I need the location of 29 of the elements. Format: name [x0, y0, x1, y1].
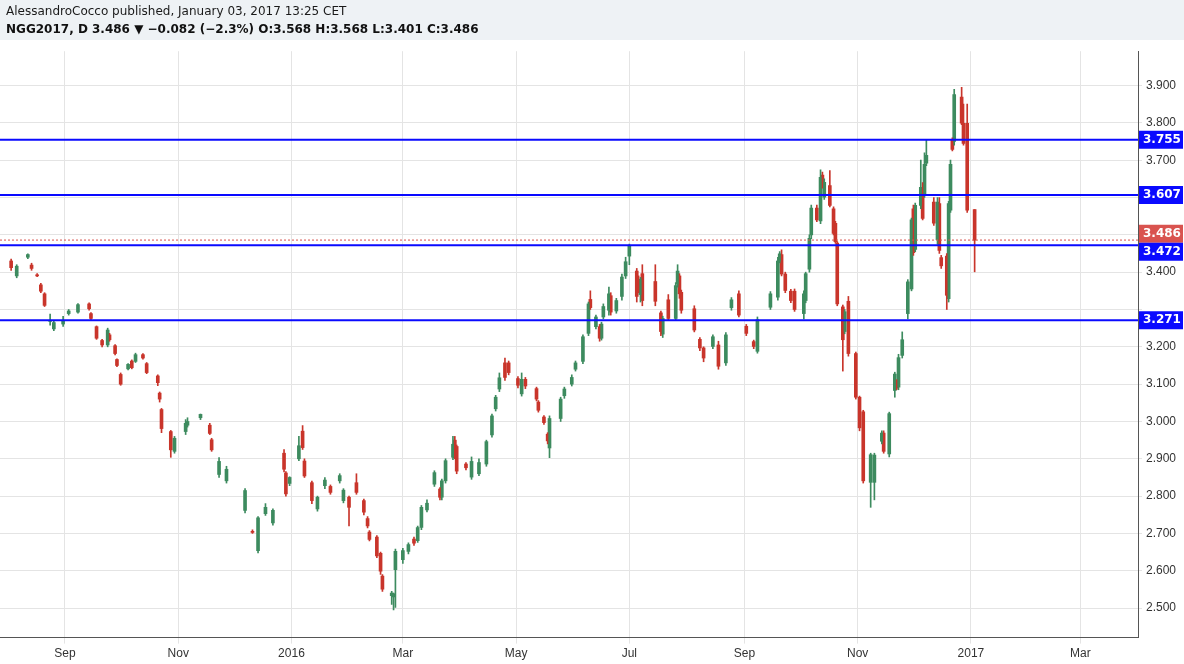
ref-line-label: 3.486 — [1143, 225, 1181, 240]
x-tick-label: Mar — [392, 646, 414, 661]
x-tick-label: Sep — [54, 646, 76, 661]
y-tick-label: 3.100 — [1146, 376, 1177, 391]
x-tick-label: Mar — [1070, 646, 1091, 661]
x-tick-label: Sep — [733, 646, 756, 661]
x-tick-label: May — [504, 646, 528, 661]
ref-line-label: 3.607 — [1143, 187, 1181, 202]
y-tick-label: 2.700 — [1146, 525, 1177, 540]
y-tick-label: 2.900 — [1146, 451, 1177, 466]
y-tick-label: 3.900 — [1146, 77, 1177, 92]
y-tick-label: 2.800 — [1146, 488, 1177, 503]
x-tick-label: 2017 — [957, 646, 985, 661]
ref-line-label: 3.755 — [1143, 131, 1181, 146]
x-tick-label: Jul — [621, 646, 638, 661]
y-tick-label: 3.000 — [1146, 413, 1177, 428]
ref-line-label: 3.472 — [1143, 243, 1181, 258]
x-tick-label: Nov — [167, 646, 189, 661]
chart-title: NGG2017, D 3.486 ▼ −0.082 (−2.3%) O:3.568 H:3.568 L:3.401 C:3.486 — [6, 21, 480, 38]
y-tick-label: 3.200 — [1146, 339, 1177, 354]
chart-subtitle: AlessandroCocco published, January 03, 2017 13:25 CET — [6, 3, 348, 20]
x-tick-label: Nov — [847, 646, 869, 661]
ref-line-label: 3.271 — [1143, 312, 1181, 327]
y-tick-label: 3.400 — [1146, 264, 1177, 279]
y-tick-label: 3.700 — [1146, 152, 1177, 167]
y-tick-label: 3.800 — [1146, 115, 1177, 130]
y-tick-label: 2.600 — [1146, 563, 1177, 578]
y-tick-label: 2.500 — [1146, 600, 1177, 615]
x-tick-label: 2016 — [278, 646, 306, 661]
